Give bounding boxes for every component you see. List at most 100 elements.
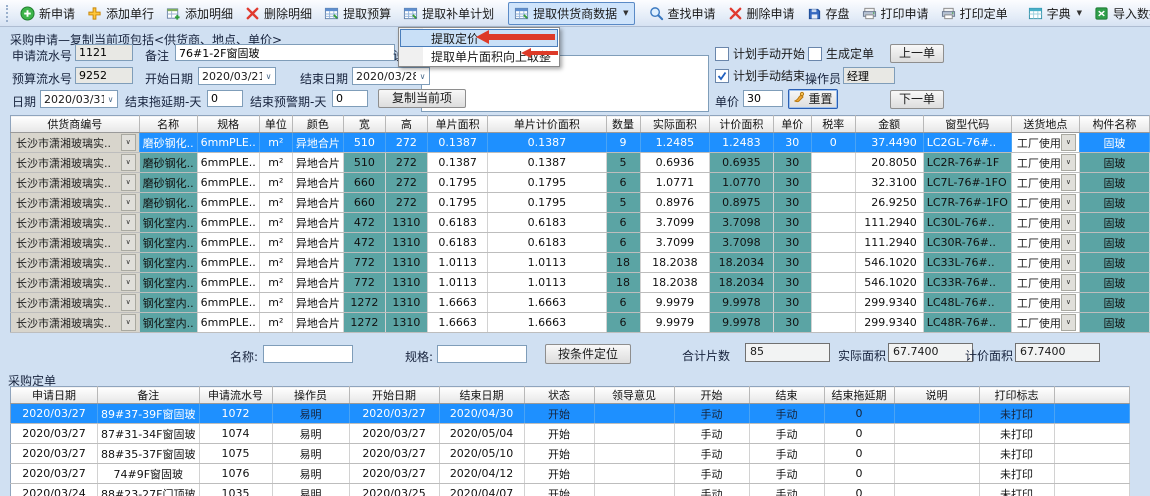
cell[interactable]: 工厂使用 ∨ [1011,192,1080,213]
cell[interactable]: 1074 [199,423,273,444]
cell[interactable]: m² [259,272,293,293]
cell[interactable]: 钢化室内.. [139,232,198,253]
cell[interactable] [894,443,980,464]
table-row[interactable]: 长沙市潇湘玻璃实.. ∨ 钢化室内.. 6mmPLE.. m² 异地合片 772 1310 1.… [10,252,1150,273]
cell[interactable]: 772 [343,272,386,293]
cell[interactable]: 0 [824,483,895,496]
cell[interactable]: 工厂使用 ∨ [1011,232,1080,253]
table-row[interactable]: 2020/03/24 88#23-27F门顶玻 1035 易明 2020/03/25 20… [10,483,1130,496]
cell[interactable]: 长沙市潇湘玻璃实.. ∨ [10,132,140,153]
column-header[interactable]: 开始 [674,386,750,404]
cell[interactable]: 固玻 [1079,272,1150,293]
cell[interactable]: 未打印 [979,423,1055,444]
reset-button[interactable]: 重置 [788,89,838,109]
find-application-button[interactable]: 查找申请 [643,2,722,25]
cell[interactable]: 30 [773,252,812,273]
cell[interactable]: 9.9979 [640,292,711,313]
cell[interactable]: 74#9F窗固玻 [97,463,200,484]
cell[interactable] [594,443,675,464]
cell[interactable]: 6mmPLE.. [197,152,260,173]
chevron-down-icon[interactable]: ∨ [419,71,426,81]
cell[interactable]: 手动 [749,403,825,424]
filter-spec-input[interactable] [437,345,527,363]
cell[interactable]: 6 [606,212,641,233]
filter-name-input[interactable] [263,345,353,363]
cell[interactable] [1054,423,1130,444]
copy-current-button[interactable]: 复制当前项 [378,89,466,108]
cell[interactable]: 510 [343,152,386,173]
new-application-button[interactable]: 新申请 [14,2,81,25]
cell[interactable]: 异地合片 [292,232,344,253]
cell[interactable]: 0.1795 [487,192,607,213]
cell[interactable] [811,212,856,233]
cell[interactable]: 472 [343,212,386,233]
end-date-combo[interactable]: 2020/03/28 ∨ [352,67,430,85]
cell[interactable]: 660 [343,192,386,213]
cell[interactable]: 0.1795 [427,192,489,213]
cell[interactable] [811,232,856,253]
cell[interactable]: 2020/03/24 [10,483,98,496]
cell[interactable]: 长沙市潇湘玻璃实.. ∨ [10,212,140,233]
cell[interactable]: 0.1387 [487,152,607,173]
cell[interactable]: 2020/03/25 [349,483,440,496]
cell[interactable]: 未打印 [979,483,1055,496]
toolbar-grip[interactable] [6,4,8,22]
cell[interactable]: 18.2038 [640,252,711,273]
cell[interactable]: 546.1020 [855,272,924,293]
cell[interactable]: 30 [773,132,812,153]
cell[interactable]: 钢化室内.. [139,272,198,293]
column-header[interactable]: 单片面积 [427,115,489,133]
cell[interactable]: 2020/05/04 [439,423,525,444]
cell[interactable]: 6 [606,232,641,253]
start-date-combo[interactable]: 2020/03/21 ∨ [198,67,276,85]
cell[interactable]: 6mmPLE.. [197,312,260,333]
cell[interactable]: 固玻 [1079,312,1150,333]
cell[interactable]: 0 [824,423,895,444]
extract-budget-button[interactable]: 提取预算 [318,2,397,25]
cell[interactable]: 1.6663 [427,292,489,313]
remark-field[interactable] [175,44,395,61]
delete-detail-button[interactable]: 删除明细 [239,2,318,25]
delete-application-button[interactable]: 删除申请 [722,2,801,25]
chevron-down-icon[interactable]: ∨ [107,94,114,104]
table-row[interactable]: 长沙市潇湘玻璃实.. ∨ 钢化室内.. 6mmPLE.. m² 异地合片 1272 1310 1… [10,292,1150,313]
cell[interactable]: 0.1795 [427,172,489,193]
cell[interactable]: 30 [773,172,812,193]
cell[interactable] [594,483,675,496]
cell[interactable]: 0.6183 [427,212,489,233]
column-header[interactable]: 单位 [259,115,293,133]
cell[interactable]: 30 [773,232,812,253]
cell[interactable]: 1072 [199,403,273,424]
chevron-down-icon[interactable]: ∨ [120,214,136,231]
end-delay-field[interactable] [207,90,243,107]
cell[interactable]: 26.9250 [855,192,924,213]
cell[interactable]: 6mmPLE.. [197,272,260,293]
cell[interactable]: 3.7098 [709,212,774,233]
cell[interactable]: 3.7099 [640,232,711,253]
cell[interactable]: 2020/03/27 [10,443,98,464]
cell[interactable]: 6mmPLE.. [197,252,260,273]
cell[interactable]: 工厂使用 ∨ [1011,172,1080,193]
prev-order-button[interactable]: 上一单 [890,44,944,63]
cell[interactable]: 1.6663 [427,312,489,333]
cell[interactable]: 2020/03/27 [10,403,98,424]
column-header[interactable]: 宽 [343,115,386,133]
cell[interactable]: 2020/03/27 [349,423,440,444]
cell[interactable]: 易明 [272,423,350,444]
cell[interactable] [1054,463,1130,484]
cell[interactable]: 长沙市潇湘玻璃实.. ∨ [10,232,140,253]
cell[interactable]: 开始 [524,463,595,484]
cell[interactable]: 0.6935 [709,152,774,173]
cell[interactable]: 异地合片 [292,152,344,173]
column-header[interactable]: 结束日期 [439,386,525,404]
cell[interactable]: 37.4490 [855,132,924,153]
cell[interactable]: 1272 [343,292,386,313]
cell[interactable] [811,312,856,333]
print-order-button[interactable]: 打印定单 [935,2,1014,25]
cell[interactable]: LC7L-76#-1FO [923,172,1012,193]
chevron-down-icon[interactable]: ∨ [265,71,272,81]
cell[interactable]: 1.0113 [487,272,607,293]
cell[interactable]: 异地合片 [292,132,344,153]
chevron-down-icon[interactable]: ∨ [1060,154,1076,171]
chevron-down-icon[interactable]: ∨ [1060,254,1076,271]
